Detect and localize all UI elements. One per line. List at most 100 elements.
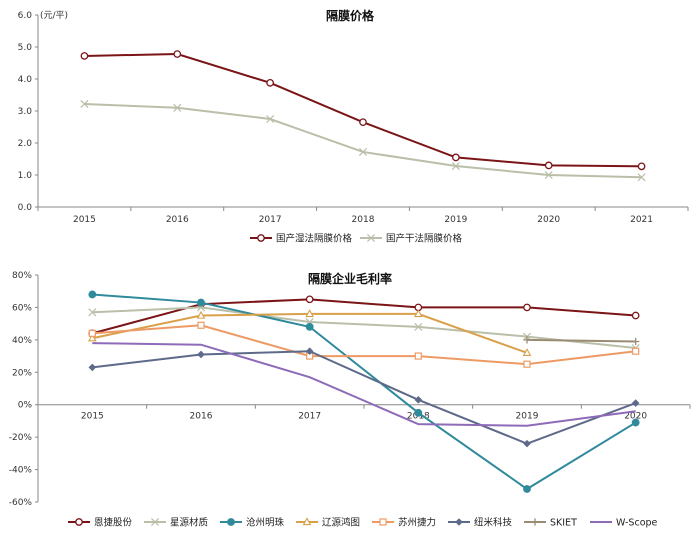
chart2-title: 隔膜企业毛利率 (308, 271, 392, 286)
chart1-data-point (451, 162, 460, 171)
chart2-data-point (414, 309, 423, 318)
chart1-data-point (544, 170, 553, 180)
chart2-legend-marker (150, 517, 160, 527)
chart1-xtick-label: 2019 (444, 215, 467, 225)
chart2-data-point (88, 290, 97, 299)
chart2-legend-marker (302, 517, 312, 526)
chart1-legend-label: 国产湿法隔膜价格 (276, 233, 353, 245)
chart2-ytick-label: 60% (12, 303, 32, 313)
chart2-data-point (523, 360, 531, 368)
chart1-title: 隔膜价格 (326, 8, 375, 23)
chart2-series-line (92, 342, 636, 427)
chart2-legend-label: 星源材质 (170, 517, 209, 529)
chart2-data-point (88, 329, 96, 337)
chart1-ytick-label: 1.0 (18, 171, 33, 181)
chart2-data-point (631, 399, 640, 407)
chart2-legend-marker (227, 518, 235, 526)
chart2-legend-label: SKIET (550, 518, 577, 529)
chart1-data-point (637, 162, 646, 171)
chart2-data-point (632, 337, 640, 346)
chart2-xtick-label: 2015 (81, 412, 104, 422)
chart2-data-point (305, 347, 314, 356)
chart1-data-point (637, 173, 646, 182)
chart2-ytick-label: -20% (9, 433, 33, 443)
chart2-xtick-label: 2019 (516, 412, 539, 422)
chart2-data-point (414, 408, 423, 417)
chart1-data-point (173, 103, 182, 112)
chart1-ytick-label: 0.0 (18, 203, 33, 213)
chart1-legend-marker (257, 234, 265, 242)
chart2-data-point (197, 350, 205, 359)
chart2-ytick-label: -40% (9, 466, 33, 476)
chart2-series-line (92, 306, 636, 349)
chart2-series-line (92, 312, 528, 354)
chart1-xtick-label: 2020 (537, 215, 560, 225)
chart2-legend-marker (75, 518, 83, 526)
chart2-data-point (88, 363, 97, 372)
chart1-ytick-label: 4.0 (18, 75, 33, 85)
chart1-ytick-label: 6.0 (18, 11, 33, 21)
chart2-data-point (305, 295, 314, 304)
chart2-series-line (526, 338, 636, 343)
chart2-ytick-label: 40% (12, 336, 32, 346)
chart2-data-point (88, 333, 97, 342)
chart2-legend-marker (455, 518, 463, 526)
chart1-xtick-label: 2016 (166, 215, 189, 225)
chart2-legend-label: 沧州明珠 (246, 517, 285, 529)
chart1-legend-marker (366, 233, 376, 243)
chart2-data-point (414, 352, 422, 360)
chart2-data-point (305, 309, 314, 318)
chart1-legend-label: 国产干法隔膜价格 (386, 233, 463, 245)
chart2-data-point (414, 322, 423, 331)
chart2-data-point (197, 321, 205, 329)
chart2-data-point (523, 485, 531, 493)
chart2-data-point (523, 439, 531, 448)
chart2-data-point (305, 322, 314, 331)
chart1-ytick-label: 3.0 (18, 107, 33, 117)
chart2-plot: -60% -40% -20% 0% 20% 40% 60% 80% 2015 2016 2017 20… (9, 271, 691, 529)
chart1-data-point (544, 161, 553, 170)
chart1-data-point (359, 118, 367, 127)
chart1-data-point (358, 147, 368, 156)
chart1-ylabel: (元/平) (40, 10, 68, 21)
chart2-series-line (92, 293, 637, 491)
chart1-data-point (173, 50, 182, 58)
chart1-xtick-label: 2015 (73, 215, 96, 225)
chart2-legend-label: 恩捷股份 (94, 517, 133, 529)
chart2-legend-label: W-Scope (616, 518, 658, 529)
chart1-data-point (266, 114, 275, 124)
chart2-ytick-label: -60% (9, 498, 33, 508)
chart2-xtick-label: 2017 (298, 412, 321, 422)
chart2-legend-marker (379, 518, 387, 526)
chart2-xtick-label: 2016 (190, 412, 213, 422)
chart2-data-point (197, 298, 205, 307)
chart2-data-point (88, 308, 97, 317)
chart2-data-point (632, 347, 640, 355)
chart1-xtick-label: 2021 (630, 215, 653, 225)
chart2-legend-label: 辽源鸿图 (322, 517, 360, 529)
chart2-ytick-label: 0% (18, 401, 33, 411)
chart1-ytick-label: 5.0 (18, 43, 33, 53)
chart2-series-line (92, 324, 636, 366)
chart1-data-point (266, 78, 274, 87)
chart1-ytick-label: 2.0 (18, 139, 33, 149)
chart2-data-point (522, 348, 532, 356)
chart2-xtick-label: 2020 (624, 412, 647, 422)
chart1-data-point (80, 52, 89, 60)
chart1-xtick-label: 2017 (259, 215, 282, 225)
chart2-data-point (631, 311, 640, 320)
chart2-data-point (523, 336, 531, 344)
chart2-legend-marker (531, 518, 539, 526)
chart2-ytick-label: 80% (12, 271, 32, 281)
chart1-plot: 0.0 1.0 2.0 3.0 4.0 5.0 6.0 2015 2016 2017 2018 201… (18, 11, 689, 245)
chart2-legend-label: 苏州捷力 (398, 517, 436, 529)
chart1-series-line (84, 53, 642, 168)
chart1-data-point (452, 153, 460, 162)
chart2-data-point (631, 418, 640, 427)
chart2-data-point (523, 303, 531, 312)
chart2-legend-label: 纽米科技 (474, 517, 513, 529)
chart2-series-line (92, 350, 637, 445)
chart2-ytick-label: 20% (12, 368, 32, 378)
chart2-data-point (196, 310, 206, 319)
